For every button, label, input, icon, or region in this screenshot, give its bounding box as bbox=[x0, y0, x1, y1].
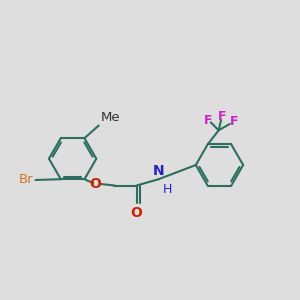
Text: H: H bbox=[163, 183, 172, 196]
Text: F: F bbox=[204, 113, 213, 127]
Text: F: F bbox=[218, 110, 226, 123]
Text: O: O bbox=[89, 177, 101, 191]
Text: Br: Br bbox=[19, 173, 34, 187]
Text: O: O bbox=[130, 206, 142, 220]
Text: N: N bbox=[153, 164, 164, 178]
Text: Me: Me bbox=[100, 111, 120, 124]
Text: F: F bbox=[230, 115, 238, 128]
